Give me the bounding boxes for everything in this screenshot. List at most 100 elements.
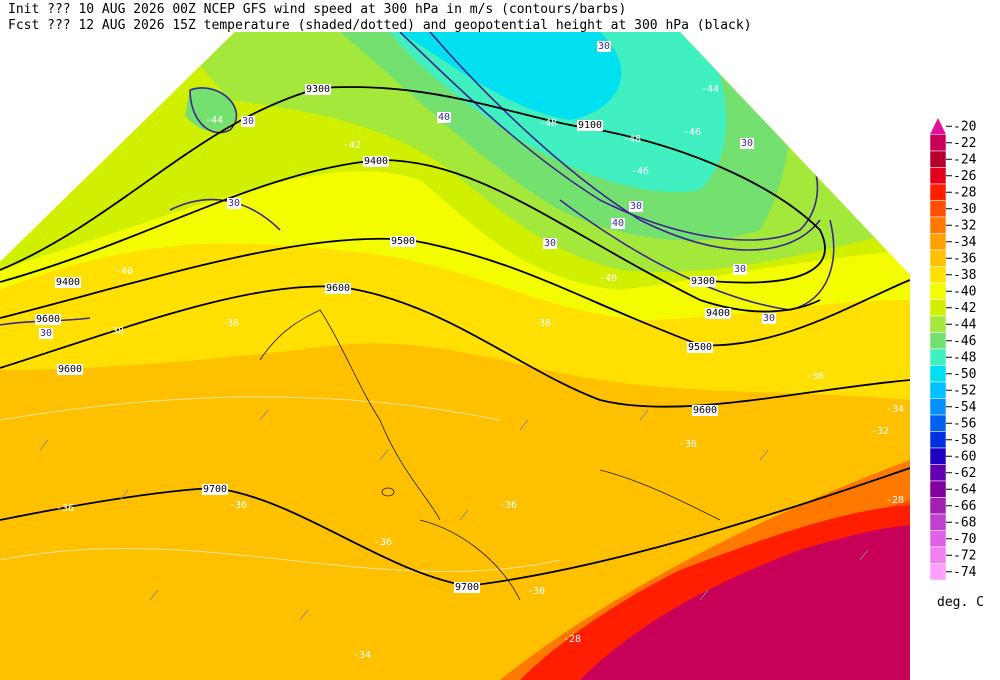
colorbar-label: -30 <box>953 202 976 217</box>
colorbar-label: -68 <box>953 515 976 530</box>
colorbar-cell <box>929 200 947 218</box>
colorbar-label: -56 <box>953 416 976 431</box>
height-label: 9500 <box>391 236 415 247</box>
temperature-label: -28 <box>563 634 581 645</box>
label-box <box>201 484 229 495</box>
temperature-label: -32 <box>871 426 889 437</box>
wind-label: 30 <box>40 328 52 339</box>
temperature-label: -38 <box>533 318 551 329</box>
colorbar-cell <box>929 530 947 548</box>
colorbar-label: -22 <box>953 136 976 151</box>
colorbar-cell <box>929 414 947 432</box>
wind-label: 40 <box>612 218 624 229</box>
colorbar-cell <box>929 381 947 399</box>
colorbar-cell <box>929 398 947 416</box>
label-box <box>362 156 390 167</box>
wind-label: 30 <box>598 41 610 52</box>
colorbar-cell <box>929 167 947 185</box>
colorbar-label: -72 <box>953 548 976 563</box>
label-box <box>38 328 54 339</box>
height-label: 9400 <box>56 277 80 288</box>
colorbar-cell <box>929 134 947 152</box>
colorbar-cell <box>929 150 947 168</box>
colorbar-label: -60 <box>953 449 976 464</box>
height-label: 9600 <box>36 314 60 325</box>
colorbar-label: -62 <box>953 466 976 481</box>
colorbar-label: -36 <box>953 251 976 266</box>
temperature-label: -48 <box>623 134 641 145</box>
colorbar-cell <box>929 249 947 267</box>
colorbar-label: -48 <box>953 350 976 365</box>
wind-label: 30 <box>544 238 556 249</box>
temperature-label: -42 <box>343 140 361 151</box>
temperature-label: -36 <box>499 500 517 511</box>
colorbar-unit: deg. C <box>937 595 984 610</box>
wind-label: 30 <box>242 116 254 127</box>
colorbar-label: -44 <box>953 317 977 332</box>
colorbar-label: -70 <box>953 532 976 547</box>
height-label: 9300 <box>306 84 330 95</box>
label-box <box>226 198 242 209</box>
colorbar-label: -46 <box>953 334 976 349</box>
colorbar-cell <box>929 513 947 531</box>
wind-label: 30 <box>228 198 240 209</box>
colorbar-label: -64 <box>953 482 977 497</box>
wind-label: 30 <box>734 264 746 275</box>
label-box <box>34 314 62 325</box>
header-line-2: Fcst ??? 12 AUG 2026 15Z temperature (sh… <box>8 18 752 33</box>
colorbar-label: -74 <box>953 565 977 580</box>
label-box <box>56 364 84 375</box>
colorbar-cell <box>929 431 947 449</box>
height-label: 9600 <box>693 405 717 416</box>
colorbar-label: -42 <box>953 301 976 316</box>
colorbar-cell <box>929 365 947 383</box>
label-box <box>761 313 777 324</box>
colorbar-label: -40 <box>953 284 976 299</box>
temperature-label: -36 <box>56 503 74 514</box>
label-box <box>436 112 452 123</box>
colorbar-label: -26 <box>953 169 976 184</box>
label-box <box>453 582 481 593</box>
label-box <box>240 116 256 127</box>
temperature-label: -36 <box>679 439 697 450</box>
colorbar-label: -24 <box>953 152 977 167</box>
temperature-label: -34 <box>886 404 904 415</box>
label-box <box>610 218 626 229</box>
label-box <box>389 236 417 247</box>
height-label: 9300 <box>691 276 715 287</box>
height-label: 9600 <box>326 283 350 294</box>
temperature-label: -48 <box>539 118 557 129</box>
colorbar-label: -58 <box>953 433 976 448</box>
temperature-label: -38 <box>221 318 239 329</box>
temperature-label: -34 <box>353 650 371 661</box>
contour-labels: 9100 9300 9400 9500 9600 9400 9600 9600 9700 9700… <box>34 41 904 661</box>
height-contours <box>0 86 910 587</box>
label-box <box>304 84 332 95</box>
label-box <box>596 41 612 52</box>
temperature-label: -40 <box>115 266 133 277</box>
height-label: 9700 <box>455 582 479 593</box>
label-box <box>686 342 714 353</box>
temperature-label: -38 <box>106 326 124 337</box>
temperature-label: -36 <box>374 537 392 548</box>
colorbar-cell <box>929 563 947 581</box>
height-label: 9400 <box>364 156 388 167</box>
colorbar-label: -54 <box>953 400 977 415</box>
colorbar: -20 -22-24 -26-28 -30-32 -34-36 -38-40 -42-44 -… <box>929 118 977 581</box>
label-box <box>732 264 748 275</box>
colorbar-label: -50 <box>953 367 976 382</box>
colorbar-label: -52 <box>953 383 976 398</box>
wind-label: 30 <box>741 138 753 149</box>
height-label: 9400 <box>706 308 730 319</box>
label-box <box>704 308 732 319</box>
wind-label: 30 <box>763 313 775 324</box>
colorbar-label: -38 <box>953 268 976 283</box>
colorbar-cell <box>929 464 947 482</box>
colorbar-cell <box>929 546 947 564</box>
colorbar-cell <box>929 348 947 366</box>
height-label: 9700 <box>203 484 227 495</box>
temperature-label: -44 <box>205 115 223 126</box>
label-box <box>324 283 352 294</box>
